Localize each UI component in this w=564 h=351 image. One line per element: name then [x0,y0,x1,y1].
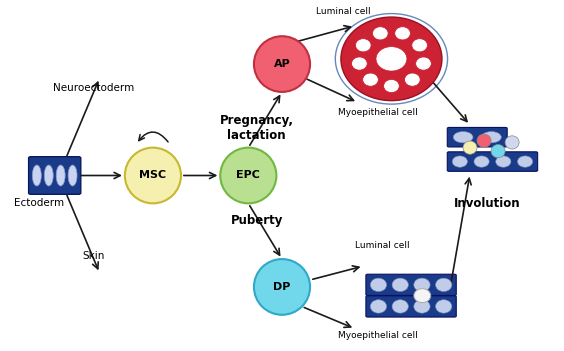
Ellipse shape [392,300,408,313]
Ellipse shape [32,165,41,186]
Ellipse shape [505,136,519,149]
Text: Skin: Skin [83,251,105,260]
Text: EPC: EPC [236,171,260,180]
FancyBboxPatch shape [366,274,456,296]
Ellipse shape [416,57,431,70]
Ellipse shape [412,39,428,52]
Text: Involution: Involution [453,197,520,210]
Ellipse shape [372,27,388,40]
Text: AP: AP [274,59,290,69]
Text: Puberty: Puberty [231,214,283,227]
Text: Pregnancy,
lactation: Pregnancy, lactation [220,114,294,143]
Ellipse shape [355,39,371,52]
Ellipse shape [463,141,477,154]
Ellipse shape [435,278,452,292]
FancyBboxPatch shape [366,296,456,317]
Text: Myoepithelial cell: Myoepithelial cell [338,331,418,340]
FancyBboxPatch shape [447,127,507,147]
Ellipse shape [496,156,511,167]
Text: DP: DP [274,282,290,292]
Ellipse shape [517,156,532,167]
Ellipse shape [392,278,408,292]
FancyBboxPatch shape [447,152,537,171]
Ellipse shape [68,165,77,186]
Ellipse shape [44,165,53,186]
Ellipse shape [376,47,407,71]
Text: Luminal cell: Luminal cell [316,7,371,16]
Ellipse shape [351,57,367,70]
Ellipse shape [474,156,489,167]
Text: MSC: MSC [139,171,166,180]
Ellipse shape [404,73,420,86]
Ellipse shape [254,259,310,315]
Ellipse shape [371,278,386,292]
Ellipse shape [435,300,452,313]
Ellipse shape [254,36,310,92]
Ellipse shape [371,300,386,313]
Text: Neuroectoderm: Neuroectoderm [54,84,135,93]
Ellipse shape [453,132,473,143]
Text: Ectoderm: Ectoderm [14,198,64,208]
Ellipse shape [56,165,65,186]
Ellipse shape [414,278,430,292]
Ellipse shape [414,289,431,303]
Ellipse shape [384,79,399,93]
Text: Luminal cell: Luminal cell [355,241,409,250]
Ellipse shape [221,148,276,203]
Ellipse shape [125,148,181,203]
Ellipse shape [482,132,501,143]
Ellipse shape [477,134,491,147]
Ellipse shape [395,27,411,40]
Text: Myoepithelial cell: Myoepithelial cell [338,108,418,117]
FancyBboxPatch shape [29,157,81,194]
Ellipse shape [452,156,468,167]
Ellipse shape [491,145,505,158]
Ellipse shape [341,17,442,101]
Ellipse shape [414,300,430,313]
Ellipse shape [363,73,378,86]
